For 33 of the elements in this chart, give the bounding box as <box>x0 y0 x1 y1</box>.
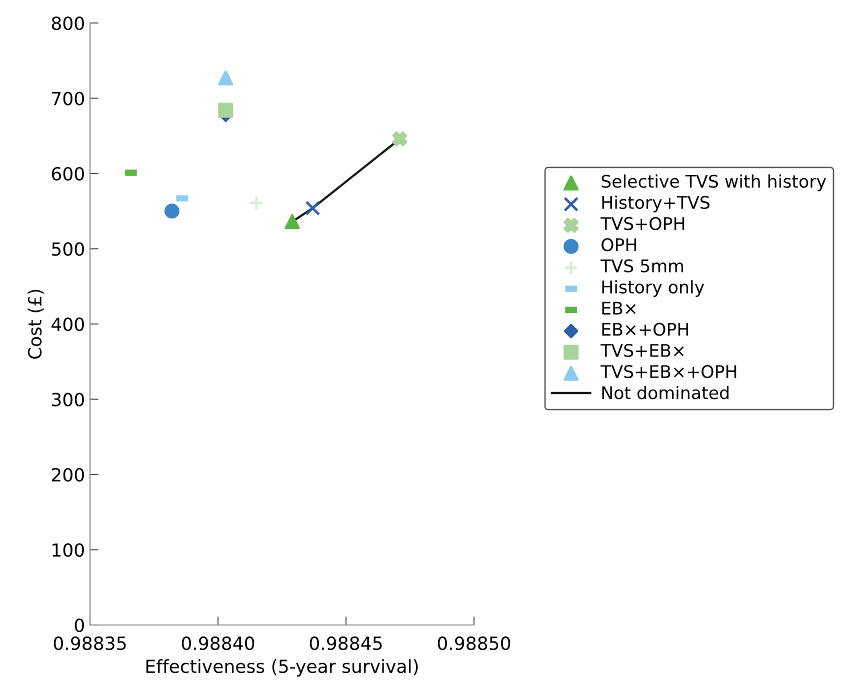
legend-label: Selective TVS with history <box>602 174 826 192</box>
legend-label: TVS+EB×+OPH <box>600 365 736 378</box>
legend-label: EB× <box>602 302 636 314</box>
legend-label: EB×+OPH <box>602 322 688 336</box>
legend-label: OPH <box>602 238 636 252</box>
y-tick-label: 100 <box>52 543 84 557</box>
point <box>284 214 300 230</box>
point <box>248 195 264 210</box>
x-tick-label: 0.98845 <box>310 636 382 650</box>
y-tick-label: 200 <box>52 468 84 482</box>
point <box>218 70 234 86</box>
point <box>218 102 234 118</box>
x-tick-label: 0.98850 <box>438 636 510 650</box>
point <box>305 200 320 216</box>
legend-label: History+TVS <box>602 196 710 212</box>
legend-label: TVS+OPH <box>600 217 684 230</box>
legend-label: TVS+EB× <box>600 344 684 358</box>
legend-label: Not dominated <box>602 386 728 400</box>
y-tick-label: 800 <box>52 16 84 30</box>
y-tick-label: 300 <box>52 392 84 406</box>
y-tick-label: 700 <box>52 92 84 106</box>
y-tick-label: 600 <box>52 166 84 181</box>
legend-label: History only <box>602 280 704 297</box>
y-tick-label: 500 <box>52 242 84 256</box>
y-axis-title: Cost (£) <box>28 290 44 359</box>
y-tick-label: 0 <box>74 618 84 632</box>
point <box>164 204 180 219</box>
x-tick-label: 0.98835 <box>54 636 126 650</box>
x-axis-title: Effectiveness (5-year survival) <box>146 659 418 677</box>
x-tick-label: 0.98840 <box>182 636 254 650</box>
legend-label: TVS 5mm <box>600 259 684 272</box>
point <box>392 131 408 146</box>
y-tick-label: 400 <box>52 317 84 332</box>
